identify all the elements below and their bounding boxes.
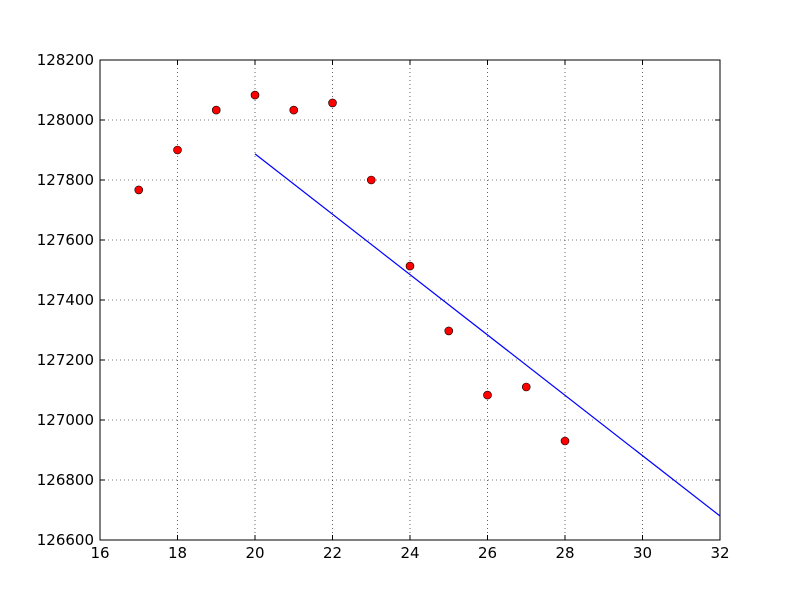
point (173, 145, 182, 155)
point (134, 185, 144, 195)
y-tick-label: 126600 (37, 531, 94, 549)
y-tick-label: 127600 (37, 231, 94, 249)
point (444, 326, 454, 336)
point (483, 390, 492, 400)
fit-line (254, 153, 721, 517)
point (405, 261, 415, 271)
x-tick-label: 28 (555, 544, 574, 562)
point (250, 90, 260, 100)
x-tick-label: 32 (710, 544, 729, 562)
y-tick-label: 127400 (37, 291, 94, 309)
x-tick-label: 20 (245, 544, 264, 562)
y-tick-label: 127000 (37, 411, 94, 429)
x-tick-label: 30 (633, 544, 652, 562)
y-tick-label: 128000 (37, 111, 94, 129)
y-tick-label: 128200 (37, 51, 94, 69)
y-tick-label: 127800 (37, 171, 94, 189)
point (328, 98, 337, 108)
point (289, 105, 299, 115)
x-tick-label: 22 (323, 544, 342, 562)
x-tick-label: 16 (90, 544, 109, 562)
y-tick-label: 127200 (37, 351, 94, 369)
point (211, 105, 221, 115)
x-tick-label: 26 (478, 544, 497, 562)
x-tick-label: 18 (168, 544, 187, 562)
x-tick-label: 24 (400, 544, 419, 562)
point (560, 436, 570, 446)
point (366, 175, 376, 185)
plot-frame (99, 59, 721, 541)
y-tick-label: 126800 (37, 471, 94, 489)
point (521, 382, 531, 392)
